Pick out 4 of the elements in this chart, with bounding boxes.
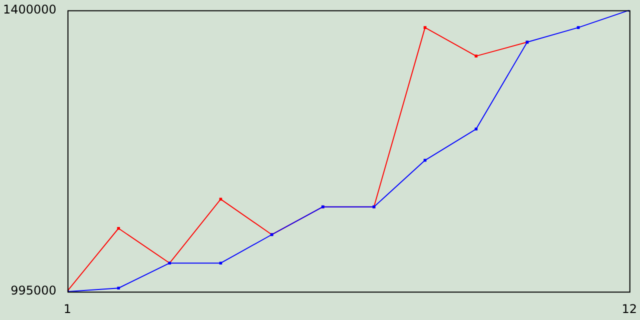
- y-tick-label: 995000: [10, 284, 56, 298]
- y-tick-label: 1400000: [2, 2, 56, 16]
- x-tick-label: 12: [622, 302, 638, 316]
- x-tick-label: 1: [64, 302, 72, 316]
